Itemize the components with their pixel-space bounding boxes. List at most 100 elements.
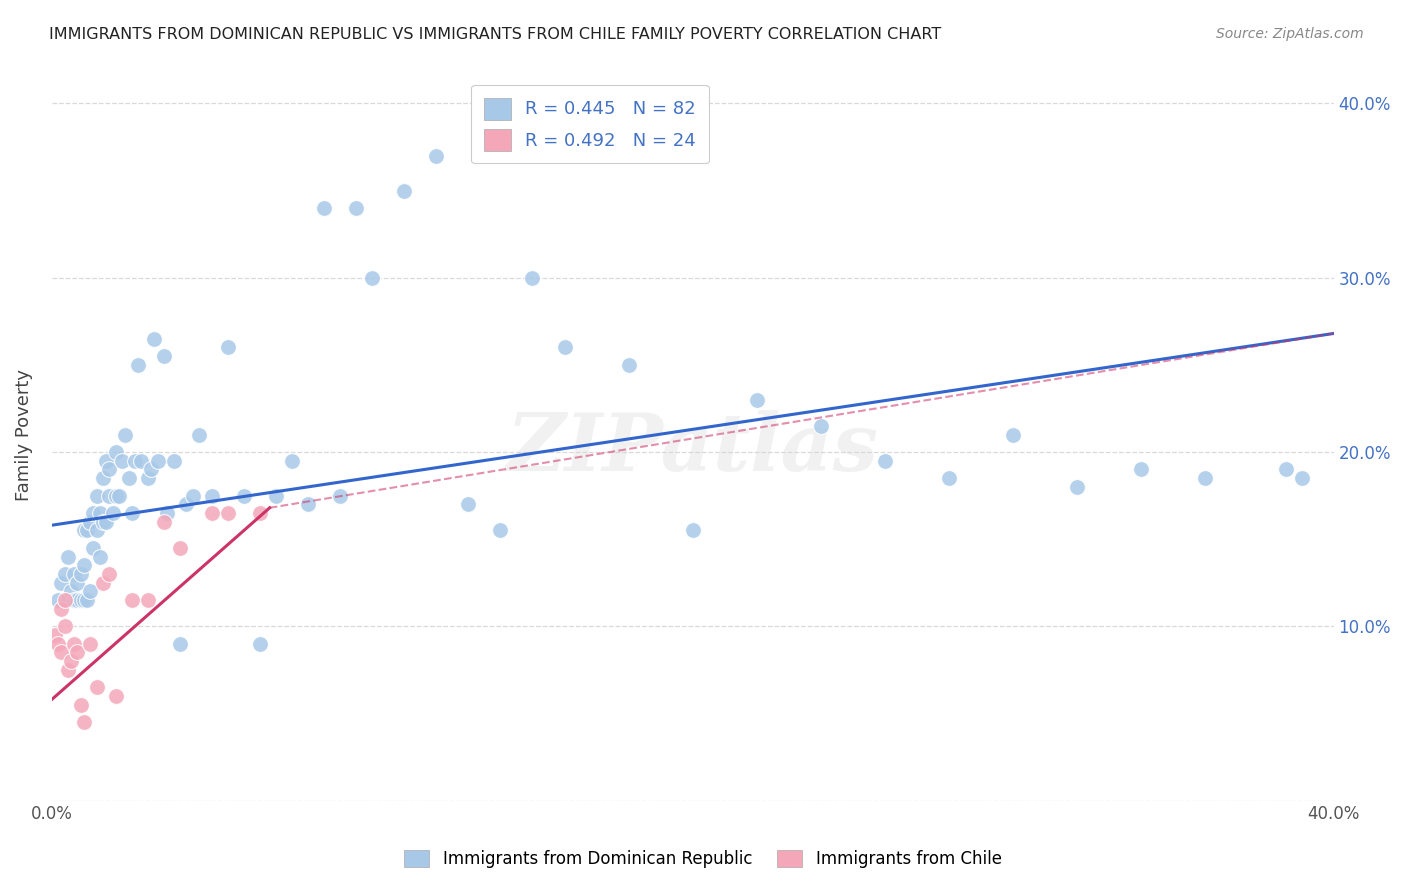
Point: [124, 453, 146, 467]
Point: [810, 418, 832, 433]
Point: [96, 515, 118, 529]
Point: [329, 489, 352, 503]
Point: [217, 506, 239, 520]
Point: [1194, 471, 1216, 485]
Point: [169, 637, 191, 651]
Point: [53, 593, 76, 607]
Point: [98, 567, 121, 582]
Point: [745, 392, 768, 407]
Point: [104, 445, 127, 459]
Point: [101, 506, 124, 520]
Point: [89, 549, 111, 564]
Point: [1291, 471, 1313, 485]
Point: [111, 453, 134, 467]
Legend: Immigrants from Dominican Republic, Immigrants from Chile: Immigrants from Dominican Republic, Immi…: [398, 843, 1008, 875]
Point: [86, 681, 108, 695]
Point: [63, 593, 86, 607]
Point: [59, 584, 82, 599]
Point: [153, 349, 176, 363]
Point: [139, 462, 162, 476]
Point: [82, 541, 104, 555]
Point: [217, 340, 239, 354]
Point: [153, 515, 176, 529]
Y-axis label: Family Poverty: Family Poverty: [15, 368, 32, 500]
Point: [131, 453, 153, 467]
Point: [79, 584, 101, 599]
Point: [1002, 427, 1025, 442]
Point: [96, 453, 118, 467]
Text: ZIPatlas: ZIPatlas: [506, 410, 879, 488]
Point: [394, 184, 416, 198]
Point: [86, 524, 108, 538]
Point: [98, 462, 121, 476]
Point: [73, 593, 96, 607]
Point: [617, 358, 640, 372]
Point: [63, 637, 86, 651]
Point: [314, 201, 336, 215]
Point: [73, 558, 96, 573]
Point: [104, 489, 127, 503]
Point: [1066, 480, 1088, 494]
Point: [143, 332, 166, 346]
Point: [1274, 462, 1296, 476]
Point: [73, 524, 96, 538]
Point: [56, 593, 79, 607]
Point: [938, 471, 960, 485]
Point: [281, 453, 304, 467]
Point: [44, 628, 66, 642]
Point: [425, 149, 447, 163]
Point: [361, 270, 384, 285]
Legend: R = 0.445   N = 82, R = 0.492   N = 24: R = 0.445 N = 82, R = 0.492 N = 24: [471, 85, 709, 163]
Point: [233, 489, 256, 503]
Point: [264, 489, 287, 503]
Point: [136, 471, 159, 485]
Point: [53, 567, 76, 582]
Point: [156, 506, 179, 520]
Point: [73, 715, 96, 730]
Point: [79, 515, 101, 529]
Point: [489, 524, 512, 538]
Point: [682, 524, 704, 538]
Point: [66, 645, 89, 659]
Point: [69, 567, 91, 582]
Point: [69, 593, 91, 607]
Point: [69, 698, 91, 712]
Point: [53, 619, 76, 633]
Point: [169, 541, 191, 555]
Point: [66, 575, 89, 590]
Point: [89, 506, 111, 520]
Point: [121, 593, 143, 607]
Point: [82, 506, 104, 520]
Text: IMMIGRANTS FROM DOMINICAN REPUBLIC VS IMMIGRANTS FROM CHILE FAMILY POVERTY CORRE: IMMIGRANTS FROM DOMINICAN REPUBLIC VS IM…: [49, 27, 942, 42]
Point: [46, 637, 69, 651]
Point: [66, 593, 89, 607]
Point: [91, 575, 114, 590]
Point: [114, 427, 136, 442]
Point: [76, 593, 98, 607]
Point: [51, 602, 73, 616]
Point: [162, 453, 184, 467]
Point: [297, 497, 319, 511]
Point: [553, 340, 575, 354]
Point: [188, 427, 211, 442]
Point: [873, 453, 896, 467]
Point: [51, 645, 73, 659]
Point: [176, 497, 198, 511]
Point: [76, 524, 98, 538]
Point: [146, 453, 169, 467]
Point: [344, 201, 367, 215]
Point: [118, 471, 141, 485]
Point: [127, 358, 149, 372]
Point: [181, 489, 204, 503]
Point: [91, 471, 114, 485]
Point: [59, 654, 82, 668]
Text: Source: ZipAtlas.com: Source: ZipAtlas.com: [1216, 27, 1364, 41]
Point: [201, 489, 224, 503]
Point: [457, 497, 479, 511]
Point: [56, 549, 79, 564]
Point: [86, 489, 108, 503]
Point: [91, 515, 114, 529]
Point: [63, 567, 86, 582]
Point: [249, 637, 271, 651]
Point: [104, 689, 127, 703]
